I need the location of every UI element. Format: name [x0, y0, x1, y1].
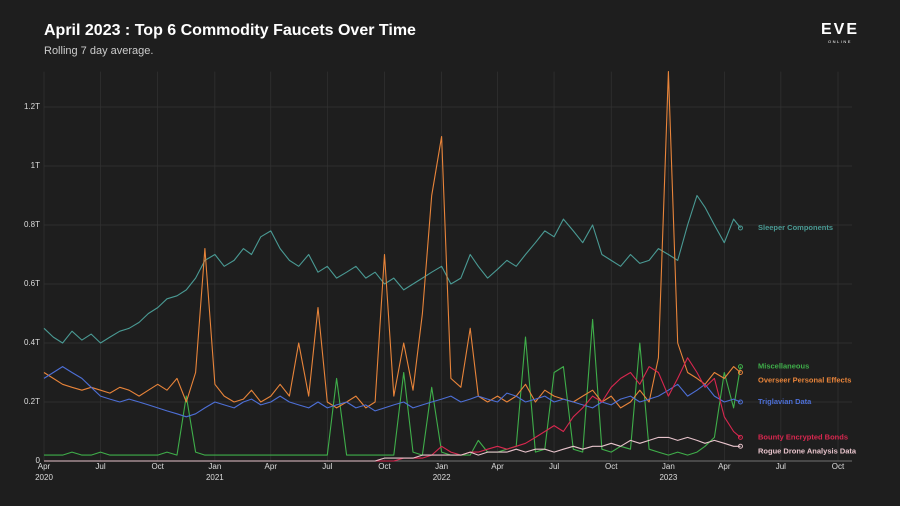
x-tick-label: Jan: [208, 462, 221, 471]
x-tick-label: Apr: [718, 462, 731, 471]
legend-label: Miscellaneous: [758, 362, 809, 371]
y-tick-label: 0.6T: [24, 279, 40, 288]
x-tick-year: 2021: [206, 473, 224, 482]
end-marker: [737, 364, 743, 370]
y-tick-label: 0.8T: [24, 220, 40, 229]
end-marker: [737, 225, 743, 231]
y-tick-label: 0.2T: [24, 397, 40, 406]
end-marker: [737, 370, 743, 375]
legend-label: Sleeper Components: [758, 223, 833, 232]
legend-label: Triglavian Data: [758, 397, 812, 406]
chart-subtitle: Rolling 7 day average.: [44, 45, 153, 57]
series-line: [44, 436, 741, 462]
logo-subtext: ONLINE: [828, 39, 852, 44]
legend-label: Overseer Personal Effects: [758, 376, 851, 385]
x-tick-year: 2023: [659, 473, 677, 482]
chart-title: April 2023 : Top 6 Commodity Faucets Ove…: [44, 22, 416, 39]
series-line: [43, 366, 741, 418]
y-tick-label: 1.2T: [24, 102, 40, 111]
legend-label: Rogue Drone Analysis Data: [758, 446, 857, 455]
series-line: [44, 318, 742, 456]
x-tick-year: 2022: [433, 473, 451, 482]
x-tick-label: Jul: [549, 462, 559, 471]
x-tick-label: Jul: [95, 462, 105, 471]
y-tick-label: 0.4T: [24, 338, 40, 347]
x-tick-year: 2020: [35, 473, 53, 482]
x-tick-label: Oct: [151, 462, 164, 471]
end-marker: [737, 399, 743, 405]
x-tick-label: Oct: [832, 462, 845, 471]
x-tick-label: Apr: [491, 462, 504, 471]
series-line: [43, 194, 741, 344]
x-tick-label: Oct: [378, 462, 391, 471]
x-tick-label: Jan: [662, 462, 675, 471]
x-tick-label: Jan: [435, 462, 448, 471]
end-marker: [737, 434, 743, 440]
y-tick-label: 0: [36, 456, 41, 465]
x-tick-label: Apr: [38, 462, 51, 471]
x-tick-label: Jul: [322, 462, 332, 471]
logo: EVE: [821, 21, 859, 38]
x-tick-label: Apr: [265, 462, 278, 471]
y-tick-label: 1T: [31, 161, 40, 170]
x-tick-label: Oct: [605, 462, 618, 471]
legend-label: Bounty Encrypted Bonds: [758, 432, 848, 441]
series-line: [43, 71, 741, 409]
x-tick-label: Jul: [776, 462, 786, 471]
end-marker: [737, 443, 743, 449]
